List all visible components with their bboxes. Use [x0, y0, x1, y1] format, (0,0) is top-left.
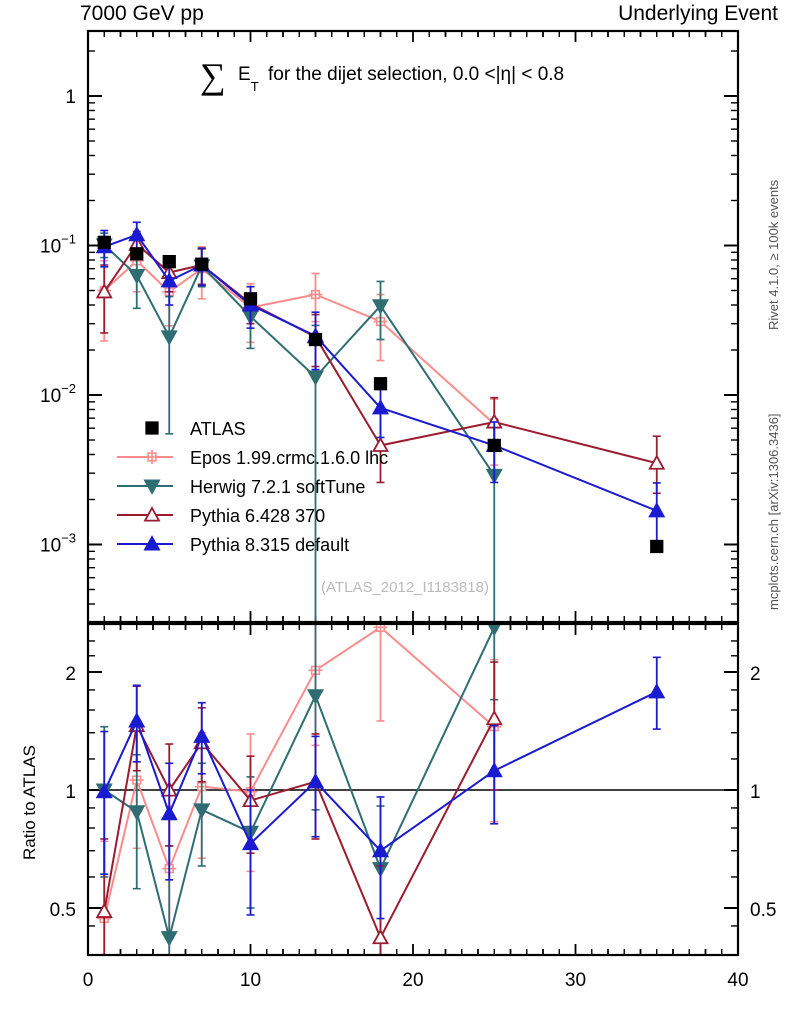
- ratio-y-tick-label: 2: [750, 664, 761, 685]
- data-point-marker: [193, 727, 211, 743]
- data-point-marker: [371, 436, 390, 452]
- data-point-marker: [485, 709, 503, 726]
- legend-item[interactable]: ATLAS: [145, 419, 246, 439]
- rivet-version-label: Rivet 4.1.0, ≥ 100k events: [766, 179, 781, 330]
- series-line: [103, 626, 495, 919]
- data-point-marker: [308, 287, 323, 302]
- data-point-marker: [306, 370, 325, 386]
- mcplots-source-label: mcplots.cern.ch [arXiv:1306.3436]: [766, 413, 781, 610]
- data-point-marker: [485, 761, 503, 778]
- data-point-marker: [160, 272, 178, 288]
- legend-item[interactable]: Epos 1.99.crmc.1.6.0 lhc: [117, 448, 388, 468]
- main-panel: 1 10−1 10−2 10−3 ∑ ET for the dijet selection,…: [40, 29, 740, 624]
- ratio-data-layer: [95, 625, 666, 954]
- data-point-marker: [130, 247, 144, 261]
- ratio-y-tick-label: 1: [65, 782, 76, 803]
- x-tick-label: 30: [565, 970, 586, 991]
- legend-item[interactable]: Herwig 7.2.1 softTune: [117, 477, 365, 497]
- data-point-marker: [143, 535, 161, 551]
- data-point-marker: [160, 330, 178, 346]
- data-point-marker: [373, 625, 388, 635]
- data-point-marker: [143, 506, 161, 522]
- y-tick-label: 10−2: [40, 381, 76, 407]
- data-point-marker: [160, 804, 178, 821]
- data-point-marker: [143, 479, 161, 495]
- title-rest: for the dijet selection, 0.0 <|η| < 0.8: [268, 64, 564, 85]
- data-point-marker: [195, 257, 209, 271]
- title-sigma: ∑: [200, 56, 226, 96]
- data-point-marker: [650, 539, 664, 554]
- data-point-marker: [95, 782, 113, 799]
- data-point-marker: [95, 902, 113, 918]
- data-point-marker: [306, 772, 325, 789]
- data-point-marker: [241, 834, 260, 851]
- data-point-marker: [145, 450, 159, 464]
- ratio-y-tick-label: 0.5: [750, 900, 776, 921]
- title-et: ET: [238, 64, 259, 94]
- legend-item[interactable]: Pythia 8.315 default: [117, 535, 349, 555]
- data-point-marker: [371, 399, 390, 415]
- data-point-marker: [128, 225, 146, 242]
- header-right-label: Underlying Event: [618, 2, 778, 25]
- header-left-label: 7000 GeV pp: [80, 2, 204, 25]
- data-point-marker: [160, 931, 178, 947]
- data-point-marker: [371, 299, 390, 315]
- data-point-marker: [648, 501, 666, 518]
- data-point-marker: [371, 841, 390, 858]
- main-data-layer: [95, 221, 666, 621]
- analysis-watermark: (ATLAS_2012_I1183818): [321, 579, 489, 596]
- data-point-marker: [95, 282, 113, 299]
- data-point-marker: [648, 454, 666, 470]
- ratio-axis-title: Ratio to ATLAS: [20, 745, 39, 860]
- y-tick-label: 10−3: [40, 531, 76, 557]
- data-point-marker: [373, 377, 388, 391]
- x-tick-label: 10: [240, 970, 261, 991]
- data-point-marker: [128, 268, 146, 285]
- data-point-marker: [487, 438, 501, 453]
- main-plot-frame: [86, 29, 740, 624]
- ratio-y-tick-label: 2: [65, 664, 76, 685]
- legend-label: Epos 1.99.crmc.1.6.0 lhc: [190, 448, 388, 468]
- legend-label: Herwig 7.2.1 softTune: [190, 477, 365, 497]
- data-point-marker: [371, 928, 390, 945]
- x-tick-label: 40: [727, 970, 748, 991]
- data-point-marker: [243, 292, 258, 306]
- data-point-marker: [306, 689, 325, 705]
- ratio-y-tick-label: 1: [750, 782, 761, 803]
- legend-label: Pythia 8.315 default: [190, 535, 349, 555]
- legend-label: ATLAS: [190, 419, 246, 439]
- data-point-marker: [308, 332, 323, 347]
- legend-item[interactable]: Pythia 6.428 370: [117, 506, 325, 526]
- data-point-marker: [128, 805, 146, 821]
- data-point-marker: [145, 421, 159, 435]
- data-point-marker: [97, 235, 111, 249]
- x-tick-label: 0: [83, 970, 94, 991]
- data-point-marker: [488, 625, 501, 637]
- data-point-marker: [128, 712, 146, 728]
- data-point-marker: [648, 682, 666, 699]
- ratio-y-tick-label: 0.5: [50, 900, 76, 921]
- data-point-marker: [162, 254, 176, 269]
- y-tick-label: 1: [65, 87, 76, 108]
- series-line: [103, 244, 496, 476]
- ratio-panel: 0 10 20 30 40 2 2 1 1 0.5 0.5: [50, 622, 776, 991]
- data-point-marker: [193, 803, 211, 819]
- series-line: [103, 626, 496, 938]
- y-tick-label: 10−1: [40, 232, 76, 258]
- x-tick-label: 20: [402, 970, 423, 991]
- legend-label: Pythia 6.428 370: [190, 506, 325, 526]
